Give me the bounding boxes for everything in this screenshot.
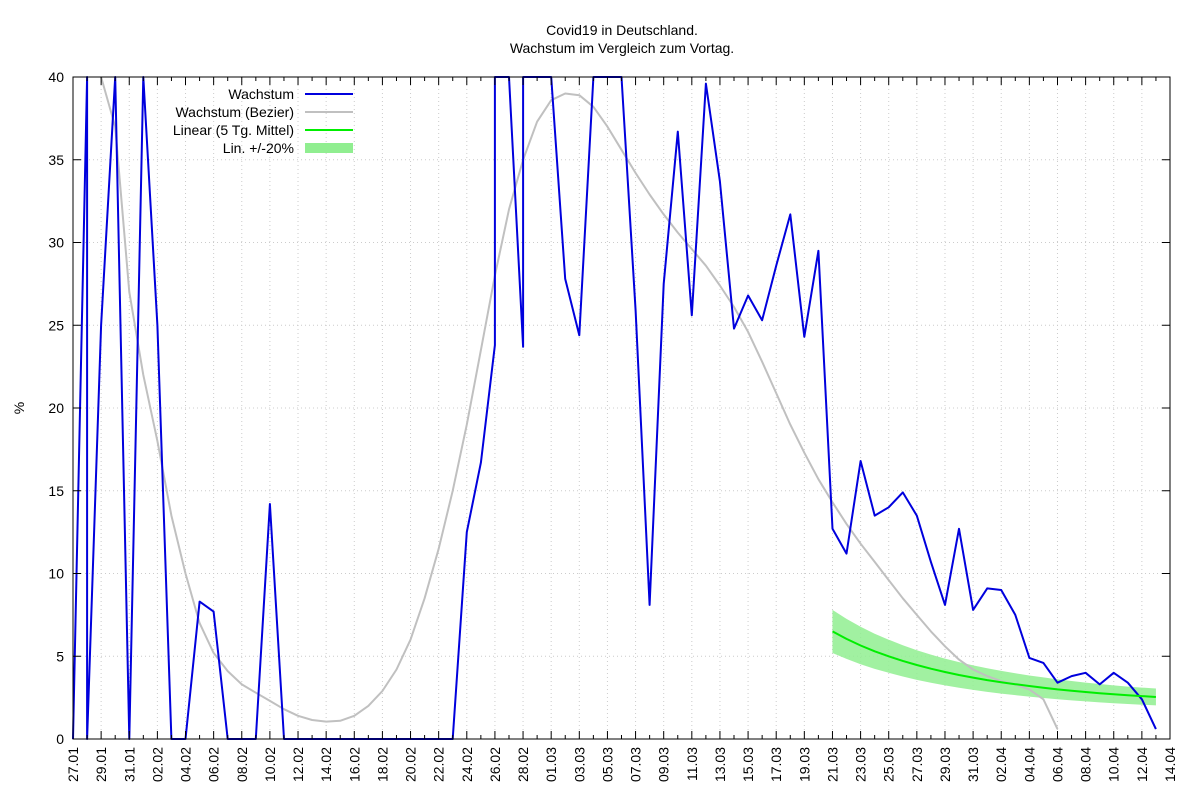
chart-subtitle: Wachstum im Vergleich zum Vortag.: [510, 40, 734, 56]
x-tick-label: 02.04: [993, 747, 1009, 782]
x-tick-label: 20.02: [403, 747, 419, 782]
x-tick-label: 15.03: [740, 747, 756, 782]
legend-swatch: [305, 143, 353, 153]
x-tick-label: 02.02: [149, 747, 165, 782]
legend-label: Wachstum (Bezier): [175, 104, 294, 120]
x-tick-label: 27.01: [65, 747, 81, 782]
x-tick-label: 19.03: [796, 747, 812, 782]
x-tick-label: 18.02: [374, 747, 390, 782]
grid: [73, 77, 1170, 739]
x-tick-label: 03.03: [571, 747, 587, 782]
y-tick-label: 25: [48, 317, 64, 333]
x-tick-label: 08.02: [234, 747, 250, 782]
x-tick-label: 08.04: [1078, 747, 1094, 782]
legend-label: Wachstum: [228, 86, 294, 102]
x-tick-label: 25.03: [881, 747, 897, 782]
x-tick-label: 17.03: [768, 747, 784, 782]
x-tick-label: 31.01: [121, 747, 137, 782]
x-tick-label: 05.03: [599, 747, 615, 782]
x-tick-label: 21.03: [824, 747, 840, 782]
x-tick-label: 07.03: [628, 747, 644, 782]
y-tick-label: 30: [48, 235, 64, 251]
band-layer: [832, 609, 1156, 706]
x-tick-label: 16.02: [346, 747, 362, 782]
legend: Wachstum Wachstum (Bezier) Linear (5 Tg. M…: [173, 86, 353, 156]
series-line-wachstum-bezier: [100, 76, 1059, 730]
y-tick-label: 35: [48, 152, 64, 168]
x-tick-label: 26.02: [487, 747, 503, 782]
y-axis-label: %: [11, 402, 27, 414]
x-tick-label: 28.02: [515, 747, 531, 782]
confidence-band: [832, 609, 1156, 706]
x-tick-label: 31.03: [965, 747, 981, 782]
x-tick-label: 06.02: [206, 747, 222, 782]
x-tick-label: 04.04: [1021, 747, 1037, 782]
axis-layer: 0 5 10 15 20 25 30 35 40 27.01 29.01 31.01 02.02 04.0…: [48, 69, 1178, 782]
x-tick-label: 27.03: [909, 747, 925, 782]
x-tick-label: 01.03: [543, 747, 559, 782]
y-tick-label: 5: [56, 648, 64, 664]
x-tick-label: 12.04: [1134, 747, 1150, 782]
x-tick-label: 14.02: [318, 747, 334, 782]
legend-label: Linear (5 Tg. Mittel): [173, 122, 294, 138]
x-tick-label: 06.04: [1049, 747, 1065, 782]
x-tick-label: 11.03: [684, 747, 700, 781]
y-tick-label: 20: [48, 400, 64, 416]
x-tick-label: 09.03: [656, 747, 672, 782]
x-tick-label: 29.01: [93, 747, 109, 782]
x-tick-label: 14.04: [1162, 747, 1178, 782]
x-tick-label: 29.03: [937, 747, 953, 782]
y-tick-label: 10: [48, 566, 64, 582]
y-tick-label: 0: [56, 731, 64, 747]
x-tick-label: 10.02: [262, 747, 278, 782]
chart-title: Covid19 in Deutschland.: [546, 22, 698, 38]
x-tick-label: 22.02: [431, 747, 447, 782]
x-tick-label: 23.03: [853, 747, 869, 782]
y-tick-label: 15: [48, 483, 64, 499]
x-tick-label: 12.02: [290, 747, 306, 782]
x-tick-label: 10.04: [1106, 747, 1122, 782]
x-tick-label: 13.03: [712, 747, 728, 782]
legend-label: Lin. +/-20%: [223, 140, 294, 156]
series-line-linear-5-tg-mittel: [832, 630, 1156, 698]
x-tick-label: 24.02: [459, 747, 475, 782]
x-tick-label: 04.02: [178, 747, 194, 782]
y-tick-label: 40: [48, 69, 64, 85]
